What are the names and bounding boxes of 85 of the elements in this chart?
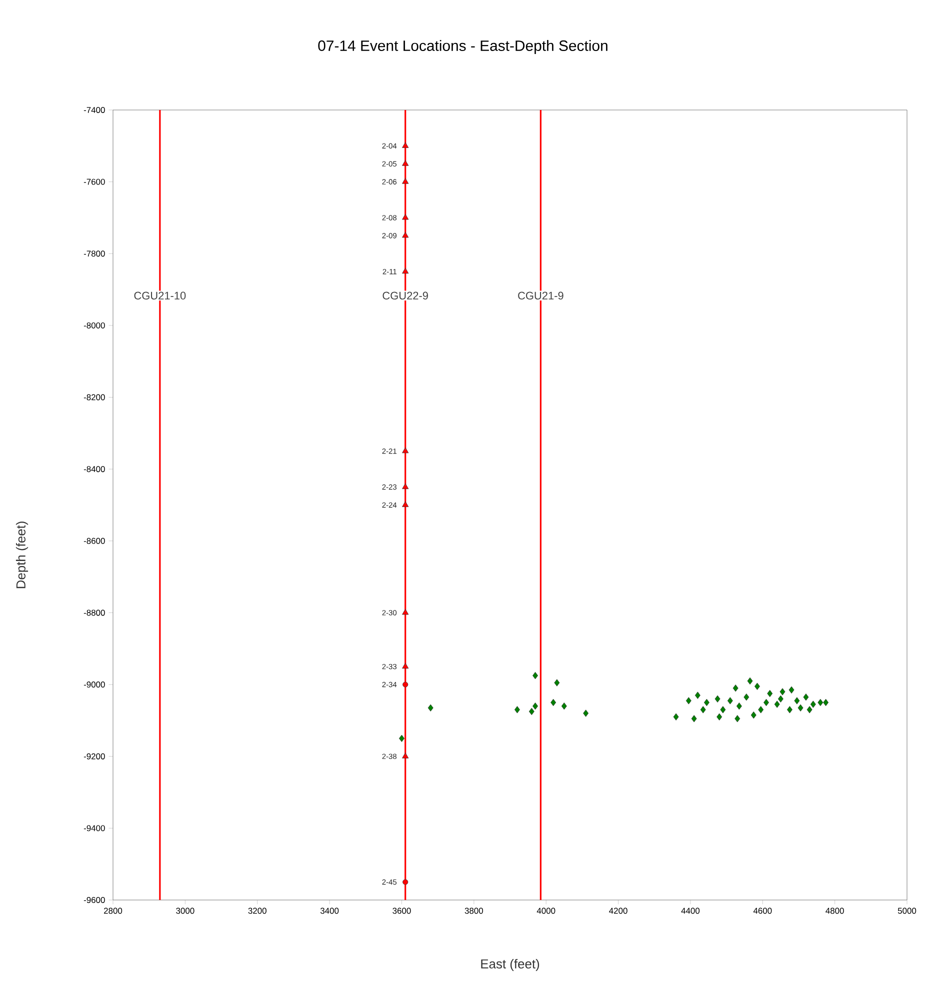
point — [694, 692, 700, 699]
x-tick-label: 4000 — [536, 908, 556, 914]
point — [736, 702, 742, 710]
ref-line-label: CGU21-10 — [134, 292, 186, 300]
y-tick-label: -9200 — [84, 753, 105, 760]
y-tick-label: -8800 — [84, 610, 105, 616]
x-tick-label: 4200 — [609, 908, 628, 914]
point — [714, 695, 720, 702]
point — [747, 677, 753, 685]
point — [686, 697, 692, 704]
point — [402, 232, 409, 238]
point — [803, 694, 809, 701]
point — [798, 704, 804, 712]
point — [744, 694, 750, 701]
point — [732, 684, 738, 692]
point — [532, 672, 538, 680]
point — [583, 710, 589, 717]
point — [780, 688, 786, 696]
x-tick-label: 3600 — [392, 908, 411, 914]
point — [754, 682, 760, 690]
y-tick-label: -8400 — [84, 466, 105, 472]
point — [402, 682, 408, 688]
y-tick-label: -8200 — [84, 394, 105, 400]
y-tick-label: -8000 — [84, 322, 105, 328]
point — [767, 690, 773, 698]
x-tick-label: 5000 — [898, 908, 916, 914]
y-tick-label: -7400 — [84, 107, 105, 113]
point — [528, 708, 534, 716]
ref-line-label: CGU21-9 — [518, 292, 564, 300]
chart-title: 07-14 Event Locations - East-Depth Section — [318, 40, 608, 54]
point — [561, 702, 567, 710]
x-tick-label: 2800 — [104, 908, 122, 914]
point — [402, 662, 409, 669]
point — [402, 752, 409, 758]
point — [402, 879, 408, 885]
point — [398, 734, 404, 742]
point — [402, 483, 409, 490]
point — [727, 697, 733, 704]
point — [734, 715, 740, 722]
y-tick-label: -9600 — [84, 897, 105, 903]
y-tick-label: -9400 — [84, 825, 105, 832]
point — [402, 160, 409, 166]
point — [716, 713, 722, 720]
point — [758, 706, 764, 714]
point — [673, 713, 679, 720]
point — [402, 214, 409, 220]
point — [720, 706, 726, 714]
point — [532, 702, 538, 710]
point — [550, 698, 556, 706]
point — [750, 711, 756, 719]
x-tick-label: 3000 — [176, 908, 194, 914]
x-tick-label: 4800 — [826, 908, 844, 914]
y-tick-label: -8600 — [84, 538, 105, 544]
point — [806, 706, 812, 714]
point — [428, 704, 434, 712]
x-tick-label: 3200 — [248, 908, 266, 914]
y-tick-label: -7800 — [84, 250, 105, 257]
point — [691, 715, 697, 722]
x-tick-label: 4400 — [681, 908, 700, 914]
y-axis-title: Depth (feet) — [16, 522, 28, 588]
point — [402, 447, 409, 454]
x-tick-label: 3800 — [464, 908, 483, 914]
x-tick-label: 4600 — [753, 908, 772, 914]
point — [786, 706, 792, 714]
x-axis-title: East (feet) — [481, 958, 540, 972]
point — [788, 686, 794, 694]
point — [514, 706, 520, 714]
y-tick-label: -7600 — [84, 178, 105, 185]
point — [554, 679, 560, 686]
point — [823, 698, 829, 706]
point — [794, 697, 800, 704]
point — [402, 142, 409, 148]
ref-line-label: CGU22-9 — [382, 292, 428, 300]
y-tick-label: -9000 — [84, 682, 105, 688]
point — [774, 700, 780, 708]
point — [402, 268, 409, 274]
point — [704, 698, 710, 706]
point — [818, 698, 824, 706]
point — [700, 706, 706, 714]
point — [402, 608, 409, 615]
point — [402, 501, 409, 507]
point — [402, 178, 409, 184]
x-tick-label: 3400 — [320, 908, 339, 914]
point — [778, 695, 784, 702]
point — [810, 700, 816, 708]
